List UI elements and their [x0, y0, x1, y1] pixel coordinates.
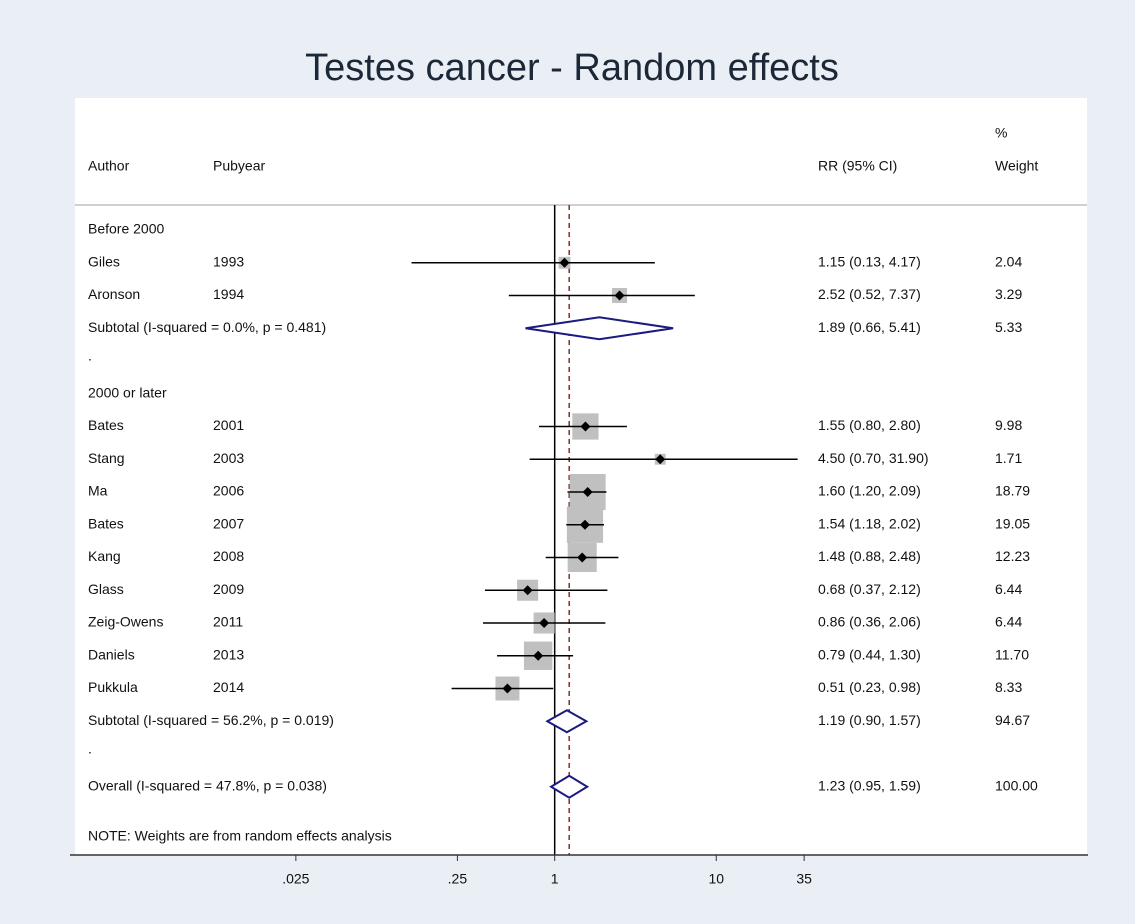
subtotal-weight: 94.67	[995, 712, 1030, 728]
study-year: 2014	[213, 679, 244, 695]
study-ci: 0.86 (0.36, 2.06)	[818, 614, 921, 630]
point-estimate	[502, 683, 513, 694]
study-author: Bates	[88, 515, 124, 531]
study-weight: 12.23	[995, 548, 1030, 564]
point-estimate	[614, 290, 625, 301]
point-estimate	[579, 519, 590, 530]
study-year: 2009	[213, 581, 244, 597]
x-tick-label: .25	[448, 871, 468, 887]
study-author: Aronson	[88, 286, 140, 302]
study-year: 2007	[213, 515, 244, 531]
x-tick-label: 35	[796, 871, 812, 887]
study-author: Pukkula	[88, 679, 138, 695]
study-ci: 1.55 (0.80, 2.80)	[818, 417, 921, 433]
point-estimate	[539, 618, 550, 628]
study-author: Zeig-Owens	[88, 614, 163, 630]
study-ci: 1.15 (0.13, 4.17)	[818, 253, 921, 269]
study-year: 1993	[213, 253, 244, 269]
study-weight: 19.05	[995, 515, 1030, 531]
note: NOTE: Weights are from random effects an…	[88, 828, 392, 844]
study-weight: 2.04	[995, 253, 1022, 269]
subtotal-ci: 1.89 (0.66, 5.41)	[818, 319, 921, 335]
overall-ci: 1.23 (0.95, 1.59)	[818, 777, 921, 793]
subtotal-weight: 5.33	[995, 319, 1022, 335]
study-weight: 6.44	[995, 614, 1022, 630]
study-ci: 0.51 (0.23, 0.98)	[818, 679, 921, 695]
point-estimate	[582, 487, 593, 497]
header-weight: Weight	[995, 158, 1038, 174]
point-estimate	[522, 585, 533, 596]
study-ci: 2.52 (0.52, 7.37)	[818, 286, 921, 302]
study-year: 2011	[213, 614, 243, 630]
x-tick-label: 1	[551, 871, 559, 887]
point-estimate	[559, 257, 570, 268]
study-year: 1994	[213, 286, 244, 302]
study-author: Ma	[88, 483, 108, 499]
study-ci: 1.60 (1.20, 2.09)	[818, 483, 921, 499]
overall-weight: 100.00	[995, 777, 1038, 793]
study-year: 2013	[213, 646, 244, 662]
spacer: .	[88, 741, 92, 757]
chart-title: Testes cancer - Random effects	[305, 47, 839, 89]
study-ci: 0.79 (0.44, 1.30)	[818, 646, 921, 662]
study-ci: 1.54 (1.18, 2.02)	[818, 515, 921, 531]
subtotal-diamond	[525, 316, 674, 341]
study-author: Glass	[88, 581, 124, 597]
subtotal-diamond	[545, 709, 589, 734]
study-ci: 0.68 (0.37, 2.12)	[818, 581, 921, 597]
study-ci: 4.50 (0.70, 31.90)	[818, 450, 929, 466]
header-estimate: RR (95% CI)	[818, 158, 897, 174]
spacer: .	[88, 348, 92, 364]
study-year: 2001	[213, 417, 244, 433]
study-author: Stang	[88, 450, 125, 466]
group-label: Before 2000	[88, 221, 164, 237]
study-author: Giles	[88, 253, 120, 269]
study-weight: 11.70	[995, 646, 1029, 662]
study-year: 2006	[213, 483, 244, 499]
study-year: 2008	[213, 548, 244, 564]
point-estimate	[533, 650, 544, 661]
subtotal-label: Subtotal (I-squared = 56.2%, p = 0.019)	[88, 712, 334, 728]
point-estimate	[577, 552, 588, 563]
study-ci: 1.48 (0.88, 2.48)	[818, 548, 921, 564]
study-weight: 9.98	[995, 417, 1022, 433]
overall-label: Overall (I-squared = 47.8%, p = 0.038)	[88, 777, 327, 793]
study-author: Bates	[88, 417, 124, 433]
x-tick-label: 10	[708, 871, 724, 887]
header-weight: %	[995, 125, 1007, 141]
study-year: 2003	[213, 450, 244, 466]
group-label: 2000 or later	[88, 384, 167, 400]
study-weight: 1.71	[995, 450, 1022, 466]
subtotal-ci: 1.19 (0.90, 1.57)	[818, 712, 921, 728]
point-estimate	[655, 454, 666, 465]
point-estimate	[580, 421, 591, 432]
study-weight: 8.33	[995, 679, 1022, 695]
header-author: Author	[88, 158, 130, 174]
study-weight: 18.79	[995, 483, 1030, 499]
x-tick-label: .025	[282, 871, 309, 887]
overall-diamond	[549, 774, 590, 799]
study-weight: 6.44	[995, 581, 1022, 597]
study-author: Kang	[88, 548, 121, 564]
study-author: Daniels	[88, 646, 135, 662]
study-weight: 3.29	[995, 286, 1022, 302]
subtotal-label: Subtotal (I-squared = 0.0%, p = 0.481)	[88, 319, 326, 335]
header-pubyear: Pubyear	[213, 158, 265, 174]
